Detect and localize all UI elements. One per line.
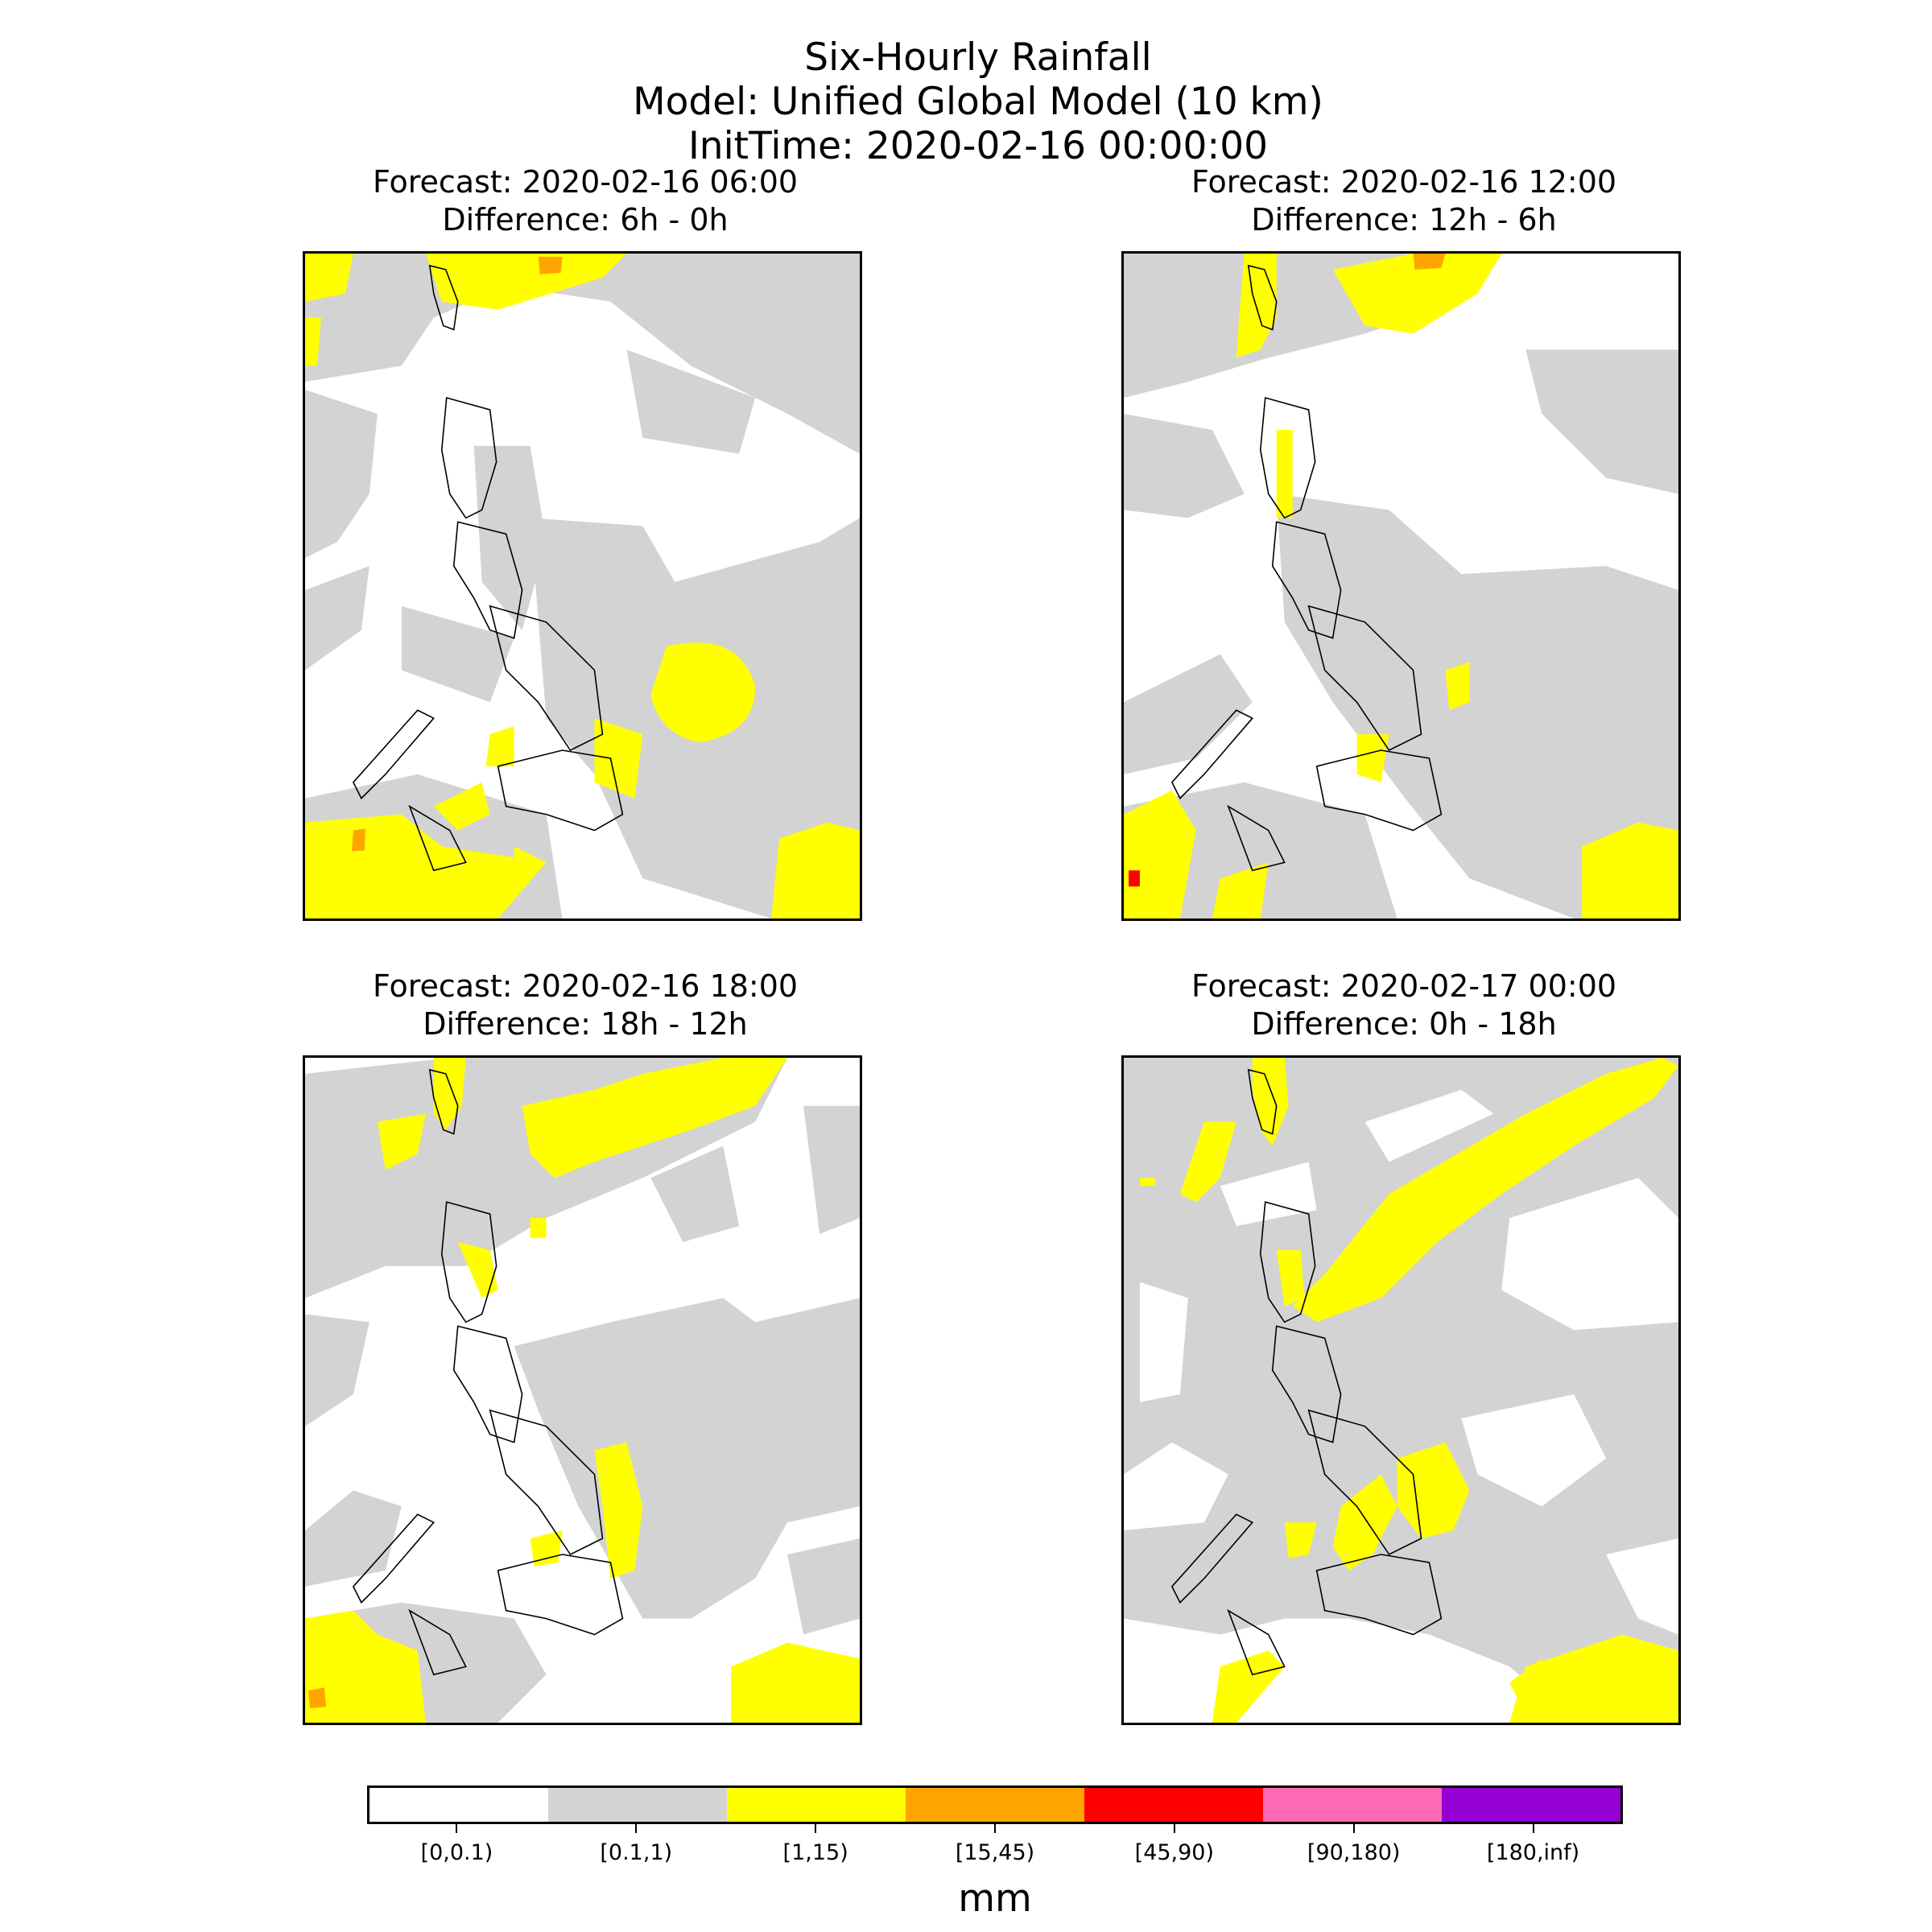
figure-title-line-1: Six-Hourly Rainfall bbox=[0, 35, 1932, 80]
colorbar-segment bbox=[1263, 1788, 1442, 1822]
panel-3-rainfall-field bbox=[305, 1058, 860, 1723]
panel-2-difference: Difference: 12h - 6h bbox=[1001, 201, 1806, 239]
panel-2-rainfall-field bbox=[1124, 254, 1678, 919]
panel-1-map bbox=[303, 251, 862, 921]
colorbar-tick-label: [180,inf) bbox=[1443, 1839, 1624, 1867]
panel-3-forecast: Forecast: 2020-02-16 18:00 bbox=[183, 968, 988, 1005]
colorbar-tick-label: [0.1,1) bbox=[546, 1839, 726, 1867]
colorbar-tick bbox=[1533, 1823, 1534, 1833]
heavy-rain-areas bbox=[308, 1687, 326, 1708]
panel-4-rainfall-field bbox=[1124, 1058, 1678, 1723]
panel-2-map bbox=[1121, 251, 1681, 921]
colorbar-segment bbox=[369, 1788, 548, 1822]
colorbar-segment bbox=[727, 1788, 906, 1822]
colorbar-tick-label: [15,45) bbox=[905, 1839, 1085, 1867]
light-rain-areas bbox=[1124, 254, 1678, 919]
panel-2-forecast: Forecast: 2020-02-16 12:00 bbox=[1001, 163, 1806, 201]
panel-3-difference: Difference: 18h - 12h bbox=[183, 1005, 988, 1043]
panel-1-forecast: Forecast: 2020-02-16 06:00 bbox=[183, 163, 988, 201]
colorbar-segment bbox=[1084, 1788, 1263, 1822]
colorbar-tick-label: [1,15) bbox=[725, 1839, 906, 1867]
panel-1-rainfall-field bbox=[305, 254, 860, 919]
colorbar-tick bbox=[815, 1823, 816, 1833]
colorbar-tick-label: [90,180) bbox=[1264, 1839, 1444, 1867]
panel-1-difference: Difference: 6h - 0h bbox=[183, 201, 988, 239]
panel-4-forecast: Forecast: 2020-02-17 00:00 bbox=[1001, 968, 1806, 1005]
colorbar-tick-label: [45,90) bbox=[1084, 1839, 1265, 1867]
colorbar-tick-label: [0,0.1) bbox=[366, 1839, 547, 1867]
colorbar-tick bbox=[1353, 1823, 1355, 1833]
figure-title-line-3: InitTime: 2020-02-16 00:00:00 bbox=[0, 124, 1932, 169]
panel-3-map bbox=[303, 1055, 862, 1725]
panel-4-difference: Difference: 0h - 18h bbox=[1001, 1005, 1806, 1043]
extreme-rain-areas bbox=[1129, 870, 1140, 886]
colorbar bbox=[367, 1785, 1623, 1824]
heavy-rain-areas bbox=[1413, 254, 1445, 270]
colorbar-tick bbox=[994, 1823, 996, 1833]
figure-title-line-2: Model: Unified Global Model (10 km) bbox=[0, 80, 1932, 125]
colorbar-segment bbox=[1442, 1788, 1620, 1822]
panel-4-map bbox=[1121, 1055, 1681, 1725]
colorbar-segment bbox=[548, 1788, 727, 1822]
colorbar-tick bbox=[456, 1823, 457, 1833]
colorbar-unit-label: mm bbox=[0, 1876, 1932, 1922]
colorbar-segment bbox=[906, 1788, 1084, 1822]
colorbar-tick bbox=[635, 1823, 637, 1833]
colorbar-tick bbox=[1174, 1823, 1175, 1833]
